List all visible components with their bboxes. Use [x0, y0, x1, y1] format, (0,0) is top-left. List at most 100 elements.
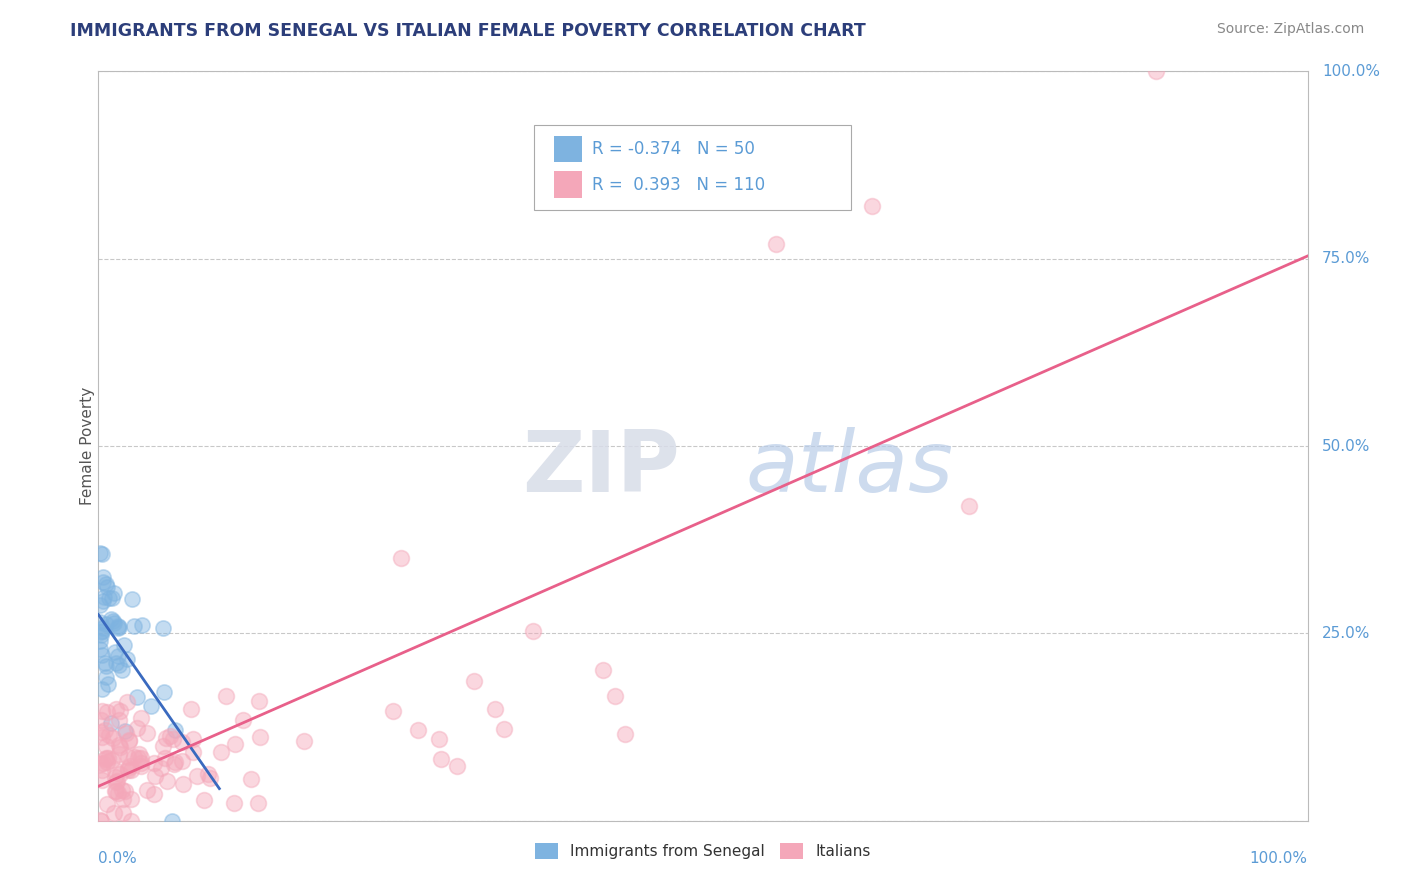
- Point: [163, 755, 186, 769]
- Point: [96, 755, 118, 769]
- Point: [186, 768, 208, 782]
- Text: R = -0.374   N = 50: R = -0.374 N = 50: [592, 140, 755, 158]
- Point: [108, 704, 131, 718]
- Point: [89, 615, 111, 629]
- Point: [90, 713, 112, 727]
- Point: [131, 751, 153, 765]
- Point: [484, 702, 506, 716]
- Point: [89, 814, 111, 828]
- Point: [103, 616, 125, 631]
- Point: [246, 797, 269, 811]
- Point: [91, 648, 114, 663]
- Point: [150, 761, 173, 775]
- Point: [96, 617, 118, 632]
- Point: [128, 747, 150, 761]
- Point: [153, 685, 176, 699]
- Point: [183, 745, 205, 759]
- Point: [90, 773, 112, 788]
- Point: [97, 677, 120, 691]
- Point: [103, 806, 125, 821]
- Point: [153, 751, 176, 765]
- Text: atlas: atlas: [745, 427, 953, 510]
- Point: [94, 739, 117, 753]
- Point: [96, 705, 118, 719]
- Legend: Immigrants from Senegal, Italians: Immigrants from Senegal, Italians: [529, 838, 877, 865]
- Point: [104, 774, 127, 789]
- Point: [129, 711, 152, 725]
- Point: [105, 784, 128, 798]
- Point: [170, 735, 193, 749]
- Point: [91, 764, 114, 778]
- Point: [592, 663, 614, 677]
- Point: [91, 621, 114, 635]
- Point: [160, 814, 183, 828]
- Point: [463, 673, 485, 688]
- Point: [120, 763, 142, 777]
- Point: [90, 814, 112, 828]
- Point: [162, 732, 184, 747]
- Point: [89, 599, 111, 613]
- Point: [135, 726, 157, 740]
- Point: [96, 797, 118, 812]
- Point: [117, 749, 139, 764]
- Point: [181, 731, 204, 746]
- Point: [112, 806, 135, 821]
- Point: [94, 670, 117, 684]
- Point: [152, 739, 174, 753]
- Point: [100, 591, 122, 606]
- Point: [198, 771, 221, 785]
- Point: [614, 726, 637, 740]
- Point: [382, 705, 405, 719]
- Point: [107, 713, 129, 727]
- Point: [91, 547, 114, 561]
- Point: [209, 745, 232, 759]
- Point: [957, 499, 980, 513]
- Point: [91, 682, 114, 697]
- Point: [292, 733, 315, 747]
- Point: [224, 737, 246, 751]
- Point: [110, 767, 132, 781]
- Point: [97, 728, 120, 742]
- Point: [163, 757, 186, 772]
- Point: [91, 594, 114, 608]
- Point: [103, 614, 125, 628]
- Point: [522, 624, 544, 638]
- Point: [240, 772, 263, 786]
- Point: [107, 738, 129, 752]
- Point: [96, 658, 118, 673]
- Point: [90, 624, 112, 638]
- Point: [389, 551, 412, 566]
- Text: 100.0%: 100.0%: [1250, 851, 1308, 865]
- Point: [115, 725, 138, 739]
- Point: [131, 759, 153, 773]
- Point: [120, 759, 142, 773]
- Point: [118, 733, 141, 747]
- Point: [107, 621, 129, 635]
- Point: [112, 791, 135, 805]
- Point: [172, 776, 194, 790]
- Point: [163, 723, 186, 738]
- Point: [215, 689, 238, 703]
- Point: [89, 633, 111, 648]
- Point: [112, 638, 135, 652]
- Point: [104, 770, 127, 784]
- Point: [193, 793, 215, 807]
- Point: [114, 723, 136, 738]
- Point: [105, 702, 128, 716]
- Point: [108, 747, 131, 761]
- Point: [249, 730, 271, 744]
- Point: [603, 690, 626, 704]
- Point: [427, 731, 450, 746]
- Point: [124, 619, 146, 633]
- Point: [107, 649, 129, 664]
- Point: [89, 757, 111, 772]
- Point: [90, 624, 112, 639]
- Point: [120, 814, 142, 828]
- Point: [1146, 64, 1168, 78]
- Text: 0.0%: 0.0%: [98, 851, 138, 865]
- Point: [100, 612, 122, 626]
- Point: [408, 723, 430, 737]
- Point: [103, 585, 125, 599]
- Point: [222, 797, 245, 811]
- Point: [93, 591, 115, 605]
